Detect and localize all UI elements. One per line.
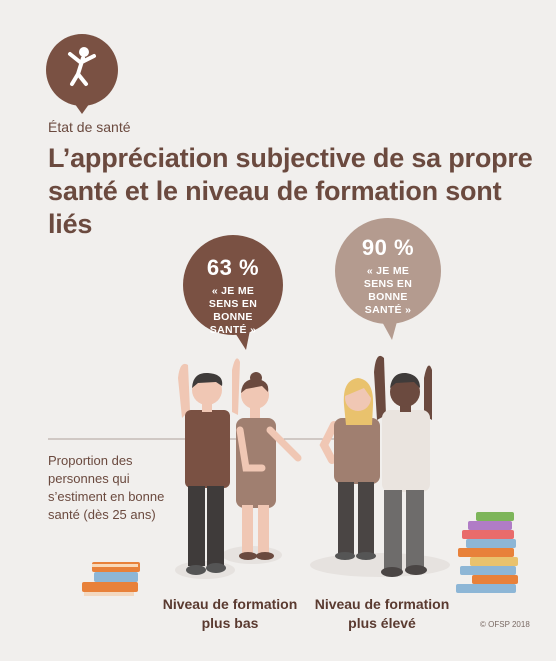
credit: © OFSP 2018 xyxy=(480,620,530,629)
bubble-high-text: 90 % « JE ME SENS EN BONNE SANTÉ » xyxy=(336,235,440,317)
quote-low: « JE ME SENS EN BONNE SANTÉ » xyxy=(208,285,258,336)
bubble-high xyxy=(335,218,441,340)
proportion-label: Proportion des personnes qui s’estiment … xyxy=(48,453,165,522)
category-label: État de santé xyxy=(48,119,131,135)
person-man-high xyxy=(374,355,432,577)
percent-low: 63 % xyxy=(206,255,260,280)
person-jumping-icon xyxy=(46,34,118,114)
group-label-low: Niveau de formation plus bas xyxy=(162,596,298,631)
quote-high: « JE ME SENS EN BONNE SANTÉ » xyxy=(363,265,413,316)
person-woman-low xyxy=(236,372,302,560)
books-right xyxy=(456,512,518,593)
percent-high: 90 % xyxy=(361,235,415,260)
bubble-low xyxy=(183,235,283,350)
books-left xyxy=(82,562,140,596)
page-title: L’appréciation subjective de sa propre s… xyxy=(48,143,533,239)
bubble-low-text: 63 % « JE ME SENS EN BONNE SANTÉ » xyxy=(183,255,283,337)
person-woman-high xyxy=(319,378,380,560)
person-man-low xyxy=(178,358,240,575)
group-label-high: Niveau de formation plus élevé xyxy=(314,596,450,631)
